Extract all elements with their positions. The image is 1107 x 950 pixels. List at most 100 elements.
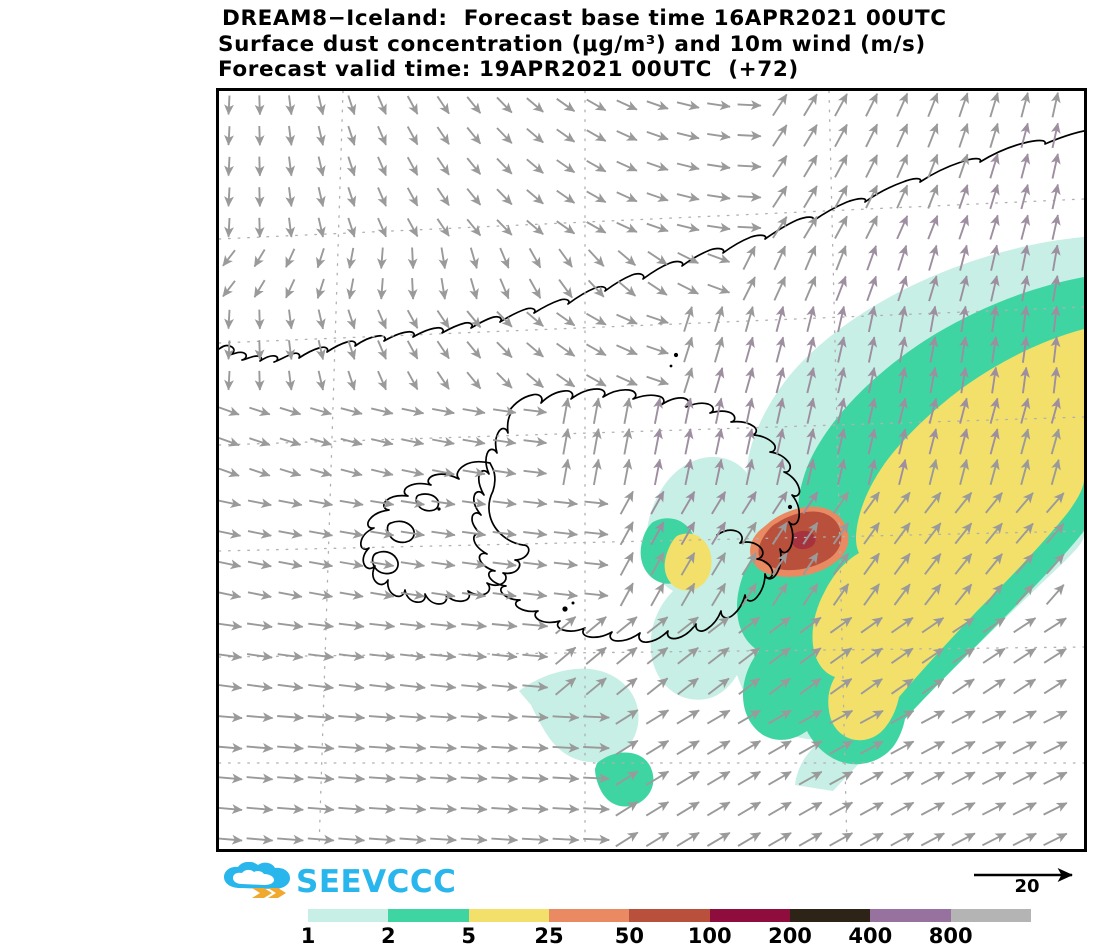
wind-arrow: [279, 437, 302, 447]
wind-arrow: [377, 125, 387, 146]
wind-arrow: [981, 832, 1007, 847]
wind-arrow: [646, 314, 669, 325]
wind-arrow: [522, 651, 549, 661]
wind-arrow: [1015, 522, 1034, 544]
wind-arrow: [307, 834, 335, 845]
wind-arrow: [832, 491, 850, 515]
map-panel[interactable]: [216, 88, 1087, 852]
wind-arrow: [714, 458, 725, 486]
coastline-iceland-southeast: [716, 529, 774, 579]
wind-arrow: [461, 681, 488, 692]
wind-arrow: [222, 249, 236, 267]
wind-arrow: [561, 397, 572, 424]
wind-arrow: [860, 647, 883, 665]
wind-arrow: [310, 437, 333, 447]
wind-arrow: [526, 372, 544, 389]
wind-arrow: [492, 436, 517, 447]
wind-arrow: [616, 191, 638, 203]
coastline-fjord-detail-3: [371, 550, 399, 575]
wind-arrow: [775, 397, 786, 424]
wind-arrow: [958, 92, 969, 118]
wind-arrow: [928, 305, 939, 333]
wind-arrow: [316, 278, 326, 300]
wind-arrow: [920, 710, 945, 724]
wind-arrow: [683, 336, 694, 363]
wind-arrow: [741, 552, 757, 576]
wind-arrow: [832, 552, 850, 576]
wind-arrow: [1020, 397, 1031, 424]
wind-arrow: [951, 801, 976, 816]
wind-arrow: [896, 154, 909, 179]
wind-arrow: [768, 801, 792, 817]
wind-arrow: [246, 681, 273, 692]
wind-arrow: [370, 406, 394, 417]
wind-arrow: [246, 712, 274, 723]
wind-arrow: [616, 99, 638, 111]
wind-arrow: [277, 712, 304, 723]
wind-arrow: [523, 498, 548, 508]
wind-arrow: [772, 154, 788, 178]
wind-arrow: [526, 311, 544, 327]
wind-arrow: [1043, 740, 1068, 755]
wind-arrow: [430, 620, 457, 631]
wind-arrow: [1050, 244, 1061, 271]
wind-arrow: [958, 214, 969, 240]
wind-arrow: [867, 458, 878, 486]
wind-arrow: [616, 374, 638, 386]
wind-arrow: [368, 834, 396, 845]
wind-arrow: [772, 93, 788, 117]
wind-arrow: [771, 521, 788, 545]
wind-arrow: [436, 187, 450, 207]
wind-arrow: [773, 245, 787, 271]
wind-arrow: [492, 498, 517, 508]
wind-arrow: [219, 467, 240, 478]
wind-arrow: [803, 124, 818, 147]
wind-arrow: [526, 97, 544, 113]
wind-arrow: [254, 187, 265, 208]
wind-arrow: [989, 122, 1000, 148]
colorbar[interactable]: [308, 909, 1031, 922]
wind-arrow: [893, 552, 911, 575]
wind-arrow: [307, 742, 335, 753]
wind-arrow: [369, 651, 396, 662]
wind-arrow: [927, 184, 939, 209]
wind-arrow: [677, 647, 699, 665]
wind-arrow: [616, 313, 638, 325]
wind-arrow: [772, 185, 788, 208]
wind-arrow: [768, 832, 792, 847]
colorbar-tick-800: 800: [928, 924, 973, 948]
wind-arrow: [985, 553, 1003, 575]
wind-arrow: [834, 215, 848, 239]
wind-arrow: [315, 370, 326, 391]
wind-arrow: [676, 131, 700, 141]
gridline-meridian-1: [318, 91, 344, 849]
wind-arrow: [1015, 584, 1034, 606]
wind-arrow: [1012, 710, 1037, 724]
wind-arrow: [523, 406, 548, 417]
island-offshore-ne: [669, 364, 673, 368]
wind-arrow: [737, 709, 762, 725]
wind-arrow: [285, 156, 296, 177]
wind-arrow: [370, 498, 395, 508]
wind-arrow: [1020, 458, 1031, 485]
wind-arrow: [338, 651, 365, 662]
wind-arrow: [338, 681, 365, 692]
gridline-parallel-1: [219, 198, 1084, 240]
wind-arrow: [616, 677, 638, 696]
wind-arrow: [466, 340, 482, 359]
wind-arrow: [219, 528, 242, 539]
wind-arrow: [346, 156, 357, 177]
wind-arrow: [616, 646, 638, 665]
wind-arrow: [1043, 678, 1067, 695]
wind-arrow: [219, 559, 242, 570]
map-canvas[interactable]: [219, 91, 1084, 849]
wind-arrow: [799, 616, 822, 634]
wind-arrow: [866, 245, 878, 271]
wind-arrow: [496, 372, 513, 389]
wind-arrow: [835, 245, 847, 271]
wind-arrow: [406, 126, 419, 146]
wind-arrow: [246, 804, 274, 814]
wind-arrow: [707, 677, 730, 696]
wind-arrow: [952, 678, 975, 695]
wind-arrow: [438, 277, 449, 300]
